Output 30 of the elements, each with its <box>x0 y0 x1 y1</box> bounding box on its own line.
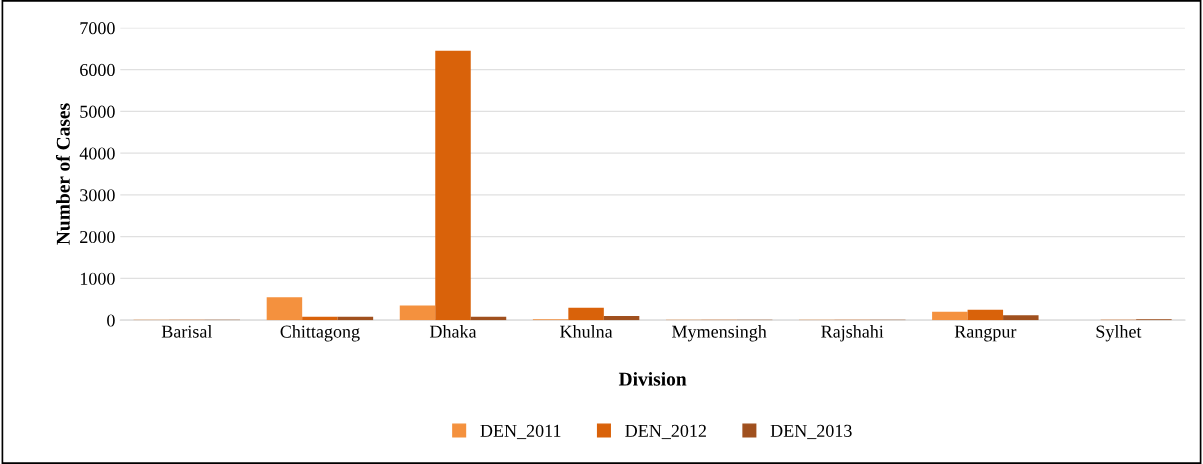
legend-label: DEN_2013 <box>770 424 852 440</box>
bar <box>967 309 1004 321</box>
y-tick-label: 0 <box>107 314 115 327</box>
bar <box>603 315 640 321</box>
legend-label: DEN_2011 <box>480 424 561 440</box>
x-tick-label: Khulna <box>560 325 613 338</box>
y-tick-label: 6000 <box>80 63 115 77</box>
y-tick-label: 5000 <box>80 105 115 118</box>
bar <box>1003 315 1039 321</box>
bar <box>932 311 968 321</box>
x-tick-label: Mymensingh <box>672 325 767 342</box>
x-tick-label: Dhaka <box>429 325 477 338</box>
bar <box>302 316 338 321</box>
bar <box>435 50 471 321</box>
bar <box>399 305 436 321</box>
x-axis-title: Division <box>618 372 687 386</box>
y-tick-label: 4000 <box>79 147 115 160</box>
x-tick-label: Rajshahi <box>821 325 884 342</box>
bar <box>266 297 303 321</box>
y-tick-label: 1000 <box>80 272 115 285</box>
x-tick-label: Barisal <box>161 325 213 338</box>
x-tick-label: Sylhet <box>1096 325 1142 342</box>
x-tick-label: Chittagong <box>280 325 360 342</box>
legend-label: DEN_2012 <box>625 424 706 440</box>
x-tick-label: Rangpur <box>954 325 1017 342</box>
y-tick-label: 2000 <box>80 230 115 244</box>
bar <box>568 307 604 321</box>
y-tick-label: 3000 <box>80 189 115 202</box>
y-tick-label: 7000 <box>80 22 115 35</box>
y-axis-title: Number of Cases <box>55 103 70 245</box>
